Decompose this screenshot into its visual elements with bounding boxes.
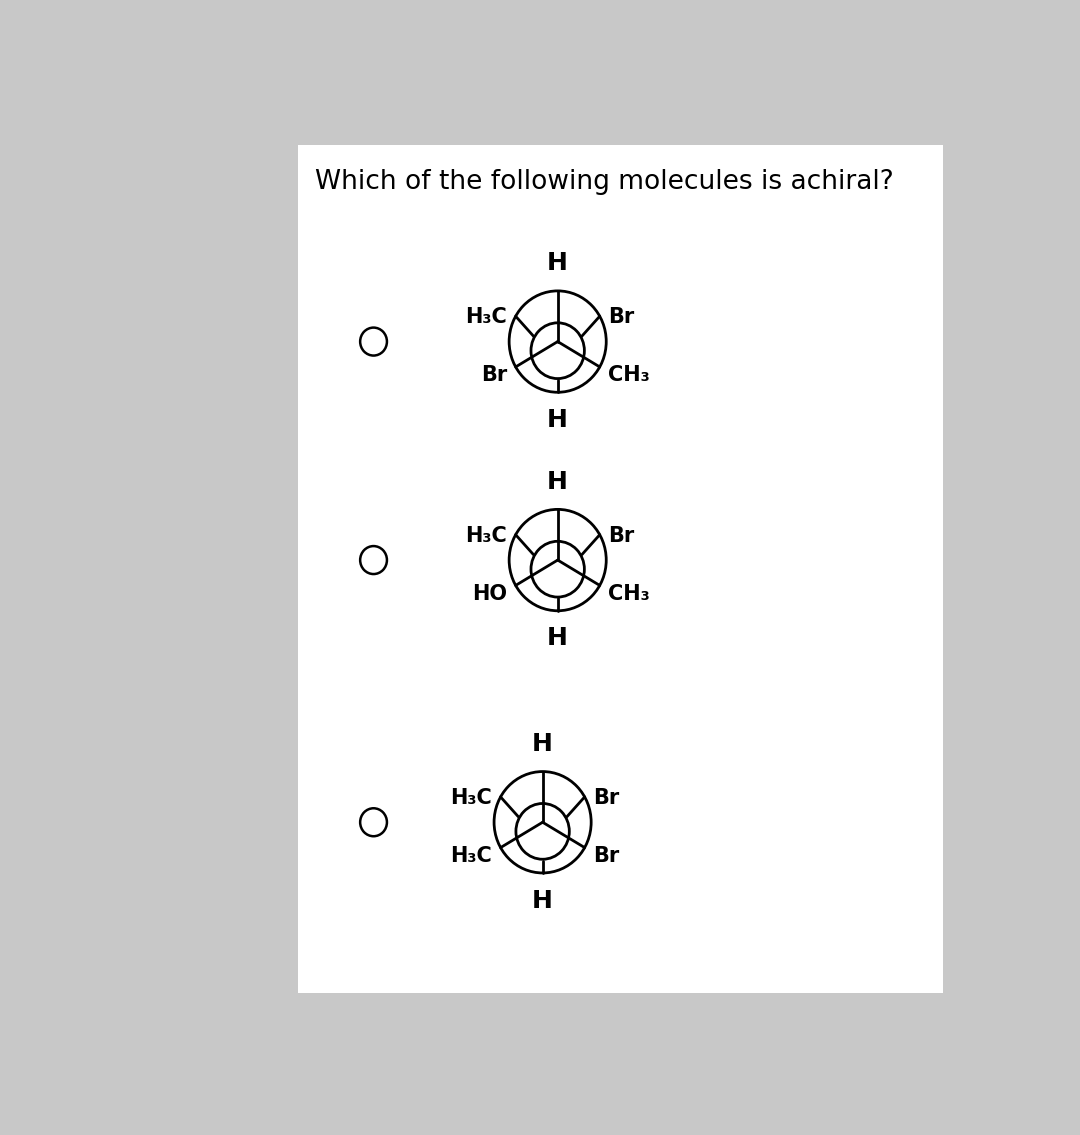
Text: CH₃: CH₃: [608, 583, 650, 604]
Text: Br: Br: [608, 308, 634, 327]
Text: H₃C: H₃C: [450, 788, 492, 808]
Text: Br: Br: [481, 365, 508, 385]
Text: HO: HO: [472, 583, 508, 604]
Text: H: H: [548, 627, 568, 650]
Text: Br: Br: [608, 526, 634, 546]
Text: H: H: [548, 470, 568, 494]
Text: H: H: [548, 251, 568, 275]
Bar: [298, 145, 943, 993]
Text: H₃C: H₃C: [465, 308, 508, 327]
Text: H₃C: H₃C: [450, 846, 492, 866]
Text: Br: Br: [593, 846, 619, 866]
Text: CH₃: CH₃: [608, 365, 650, 385]
Text: H₃C: H₃C: [465, 526, 508, 546]
Text: Br: Br: [593, 788, 619, 808]
Text: H: H: [532, 732, 553, 756]
Text: Which of the following molecules is achiral?: Which of the following molecules is achi…: [315, 169, 894, 195]
Text: H: H: [532, 889, 553, 913]
Text: H: H: [548, 407, 568, 432]
